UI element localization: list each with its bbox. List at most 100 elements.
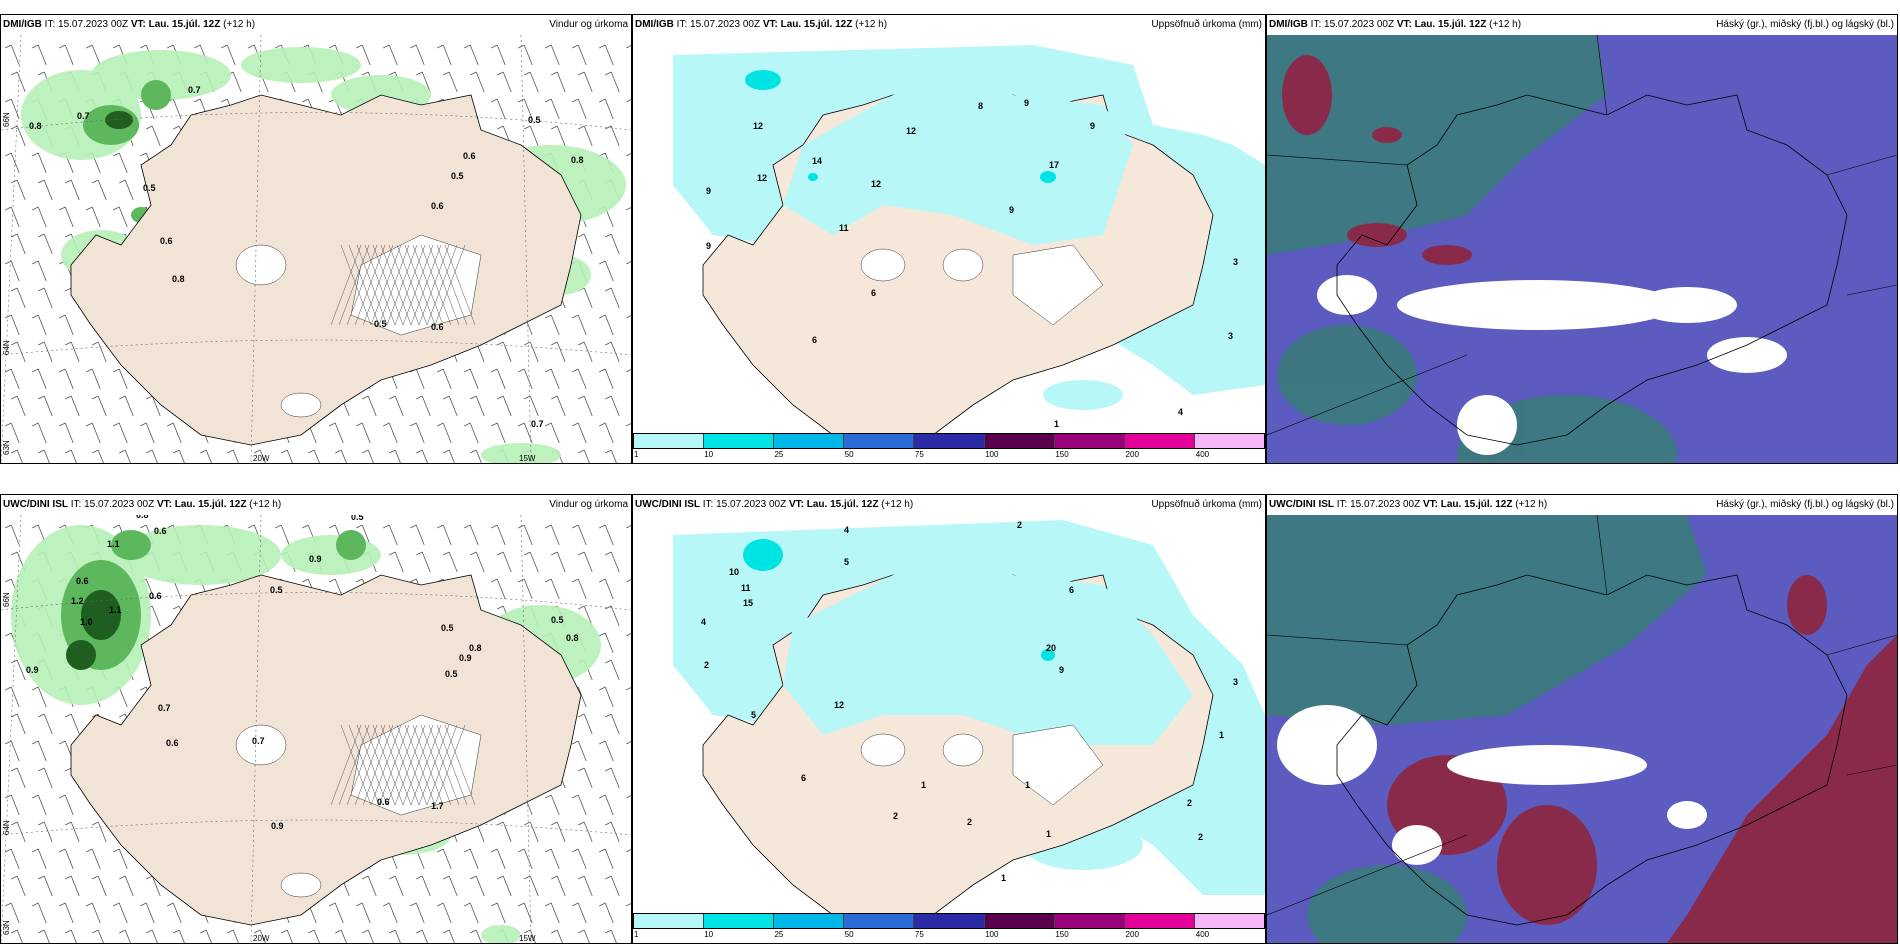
wind-barb [464, 422, 479, 444]
wind-barb [491, 368, 506, 390]
wind-barb [605, 233, 620, 255]
wind-barb [113, 902, 128, 924]
colorbar-swatch [634, 434, 705, 448]
value-label: 2 [893, 811, 898, 821]
hatch-line [348, 244, 380, 326]
wind-barb [524, 125, 539, 147]
hatch-line [370, 724, 402, 806]
value-label: 0.8 [571, 155, 584, 165]
mid-cloud-areas [1282, 55, 1472, 265]
wind-barb [497, 875, 512, 897]
wind-barb [362, 449, 374, 463]
init-time: IT: 15.07.2023 00Z [1336, 499, 1421, 510]
wind-barb [92, 179, 107, 201]
panel-title: Uppsöfnuð úrkoma (mm) [1151, 19, 1262, 30]
wind-barb [443, 71, 458, 93]
colorbar-swatch [984, 434, 1055, 448]
glaciers [860, 724, 1104, 806]
hatch-line [420, 244, 452, 326]
panel-title: Háský (gr.), miðský (fj.bl.) og lágský (… [1716, 19, 1894, 30]
wind-barb [92, 821, 107, 843]
wind-barb [551, 395, 566, 417]
wind-barb [551, 125, 566, 147]
wind-barb [470, 551, 485, 573]
wind-barb [410, 422, 425, 444]
hatch-line [396, 724, 428, 806]
hatch-line [378, 244, 410, 326]
panel-header: UWC/DINI ISL IT: 15.07.2023 00Z VT: Lau.… [1, 495, 631, 515]
wind-barb [140, 902, 155, 924]
wind-barb [59, 902, 74, 924]
hatch-line [394, 724, 426, 806]
colorbar-tick: 400 [1195, 450, 1210, 459]
wind-barb [308, 449, 320, 463]
wind-barb [38, 179, 53, 201]
hatch-line [434, 724, 466, 806]
hatch-line [426, 724, 458, 806]
wind-barb [605, 659, 620, 681]
hatch-line [378, 724, 410, 806]
wind-barb [146, 449, 158, 463]
wind-barb [146, 125, 161, 147]
wind-precip-map: 0.80.60.50.91.10.61.21.01.10.60.50.90.70… [1, 515, 631, 943]
wind-barb [59, 314, 74, 336]
wind-barb [38, 767, 53, 789]
colorbar-tick: 150 [1055, 930, 1069, 939]
colorbar-tick: 400 [1195, 930, 1210, 939]
wind-barb [599, 740, 614, 762]
wind-precip-map: 0.8 0.7 0.7 0.5 0.6 0.5 0.6 0.8 0.6 0.5 0.8 0.5 0.6 0… [1, 35, 631, 463]
wind-barb [605, 821, 620, 843]
colorbar-swatch [984, 914, 1055, 928]
value-label: 6 [812, 335, 817, 345]
wind-barb [605, 713, 620, 735]
wind-barb [572, 524, 587, 546]
model-name: DMI/IGB [1269, 19, 1308, 30]
wind-barb [5, 848, 20, 870]
wind-barb [518, 902, 533, 924]
precip-10mm-areas [745, 70, 1056, 183]
wind-barb [92, 929, 104, 943]
lead-time: (+12 h) [1515, 499, 1548, 510]
wind-barb [86, 902, 101, 924]
glaciers [235, 714, 482, 898]
hatch-line [348, 724, 380, 806]
value-label: 1 [1025, 780, 1030, 790]
wind-barb [38, 341, 53, 363]
value-label: 14 [812, 156, 822, 166]
hatch-line [418, 724, 450, 806]
value-label: 11 [741, 583, 751, 593]
value-label: 20 [1046, 643, 1056, 653]
wind-barb [383, 902, 398, 924]
colorbar-ticks: 1 10 25 50 75 100 150 200 400 [633, 929, 1265, 941]
wind-barb [599, 794, 614, 816]
value-label: 2 [1187, 798, 1192, 808]
hatch-line [380, 244, 412, 326]
wind-barb [59, 422, 74, 444]
colorbar-swatch [1194, 914, 1264, 928]
wind-barb [626, 45, 631, 49]
value-label: 0.5 [270, 585, 283, 595]
wind-barb [605, 125, 620, 147]
colorbar-swatch [914, 914, 985, 928]
lat-label-63: 63N [2, 920, 11, 935]
wind-barb [356, 902, 371, 924]
wind-barb [443, 449, 455, 463]
wind-barb [626, 849, 631, 853]
wind-barb [11, 287, 26, 309]
wind-barb [626, 261, 631, 265]
hatch-line [338, 724, 370, 806]
hatch-line [410, 244, 442, 326]
value-label: 4 [844, 525, 849, 535]
wind-barb [545, 848, 560, 870]
wind-barb [38, 929, 50, 943]
value-label: 0.7 [531, 419, 544, 429]
value-label: 1.2 [71, 596, 84, 606]
wind-barb [491, 578, 506, 600]
value-label: 3 [1228, 331, 1233, 341]
value-label: 0.6 [463, 151, 476, 161]
value-label: 6 [871, 288, 876, 298]
hatch-line [380, 724, 412, 806]
hatch-line [346, 724, 378, 806]
colorbar-tick: 1 [634, 450, 639, 459]
wind-barb [491, 98, 506, 120]
